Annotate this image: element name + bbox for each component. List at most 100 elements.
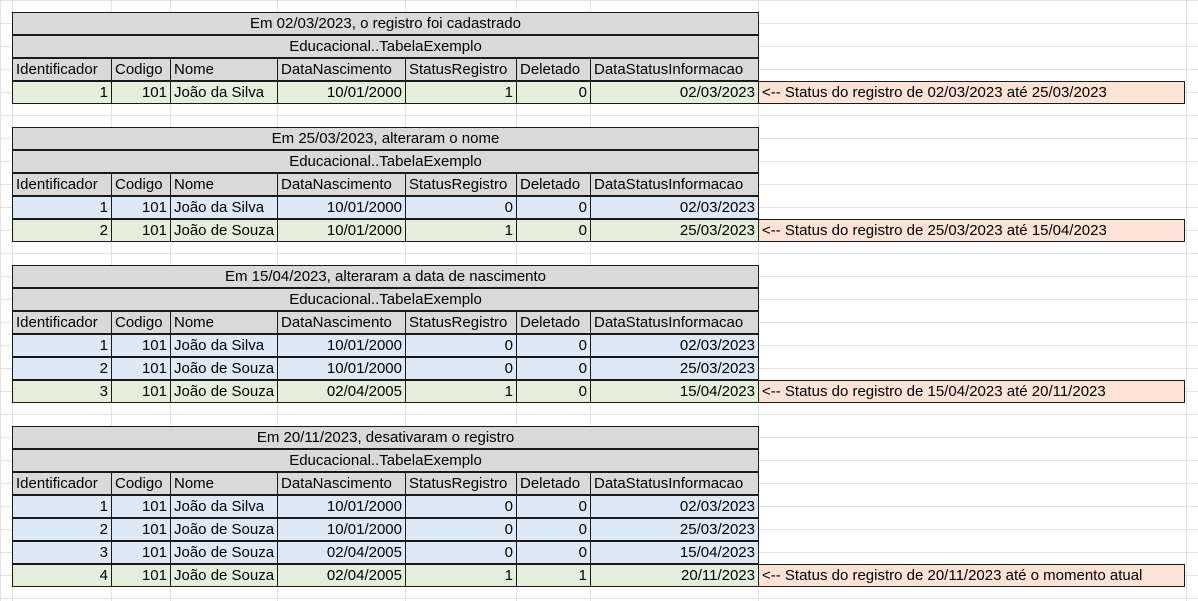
column-header-nome[interactable]: Nome <box>170 58 278 81</box>
column-header-status-registro[interactable]: StatusRegistro <box>405 311 517 334</box>
column-header-nome[interactable]: Nome <box>170 173 278 196</box>
column-header-identificador[interactable]: Identificador <box>12 58 112 81</box>
column-header-identificador[interactable]: Identificador <box>12 311 112 334</box>
table-title[interactable]: Em 25/03/2023, alteraram o nome <box>12 127 759 150</box>
column-header-deletado[interactable]: Deletado <box>516 173 591 196</box>
status-note[interactable]: <-- Status do registro de 20/11/2023 até… <box>758 564 1185 587</box>
cell-deletado[interactable]: 0 <box>516 495 591 518</box>
cell-data-nascimento[interactable]: 10/01/2000 <box>277 357 406 380</box>
cell-data-nascimento[interactable]: 10/01/2000 <box>277 334 406 357</box>
cell-nome[interactable]: João da Silva <box>170 81 278 104</box>
cell-identificador[interactable]: 2 <box>12 219 112 242</box>
cell-status-registro[interactable]: 0 <box>405 518 517 541</box>
column-header-deletado[interactable]: Deletado <box>516 311 591 334</box>
cell-data-status-informacao[interactable]: 20/11/2023 <box>590 564 759 587</box>
cell-identificador[interactable]: 3 <box>12 541 112 564</box>
column-header-deletado[interactable]: Deletado <box>516 472 591 495</box>
table-title[interactable]: Em 02/03/2023, o registro foi cadastrado <box>12 12 759 35</box>
cell-nome[interactable]: João da Silva <box>170 196 278 219</box>
cell-data-status-informacao[interactable]: 25/03/2023 <box>590 357 759 380</box>
cell-data-nascimento[interactable]: 10/01/2000 <box>277 81 406 104</box>
cell-codigo[interactable]: 101 <box>111 518 171 541</box>
column-header-codigo[interactable]: Codigo <box>111 311 171 334</box>
table-name[interactable]: Educacional..TabelaExemplo <box>12 35 759 58</box>
cell-codigo[interactable]: 101 <box>111 334 171 357</box>
cell-status-registro[interactable]: 1 <box>405 564 517 587</box>
cell-data-status-informacao[interactable]: 15/04/2023 <box>590 380 759 403</box>
cell-data-status-informacao[interactable]: 02/03/2023 <box>590 81 759 104</box>
cell-status-registro[interactable]: 0 <box>405 541 517 564</box>
cell-data-status-informacao[interactable]: 15/04/2023 <box>590 541 759 564</box>
cell-identificador[interactable]: 2 <box>12 518 112 541</box>
cell-data-status-informacao[interactable]: 02/03/2023 <box>590 495 759 518</box>
cell-codigo[interactable]: 101 <box>111 196 171 219</box>
cell-data-status-informacao[interactable]: 02/03/2023 <box>590 196 759 219</box>
cell-nome[interactable]: João de Souza <box>170 357 278 380</box>
column-header-status-registro[interactable]: StatusRegistro <box>405 472 517 495</box>
cell-nome[interactable]: João da Silva <box>170 334 278 357</box>
column-header-data-nascimento[interactable]: DataNascimento <box>277 472 406 495</box>
cell-status-registro[interactable]: 0 <box>405 334 517 357</box>
status-note[interactable]: <-- Status do registro de 02/03/2023 até… <box>758 81 1185 104</box>
column-header-identificador[interactable]: Identificador <box>12 173 112 196</box>
status-note[interactable]: <-- Status do registro de 15/04/2023 até… <box>758 380 1185 403</box>
cell-data-status-informacao[interactable]: 25/03/2023 <box>590 518 759 541</box>
column-header-data-nascimento[interactable]: DataNascimento <box>277 173 406 196</box>
cell-deletado[interactable]: 0 <box>516 196 591 219</box>
cell-data-nascimento[interactable]: 10/01/2000 <box>277 219 406 242</box>
table-title[interactable]: Em 15/04/2023, alteraram a data de nasci… <box>12 265 759 288</box>
cell-identificador[interactable]: 3 <box>12 380 112 403</box>
cell-data-nascimento[interactable]: 02/04/2005 <box>277 541 406 564</box>
cell-identificador[interactable]: 1 <box>12 495 112 518</box>
cell-data-nascimento[interactable]: 10/01/2000 <box>277 495 406 518</box>
cell-identificador[interactable]: 1 <box>12 196 112 219</box>
status-note[interactable]: <-- Status do registro de 25/03/2023 até… <box>758 219 1185 242</box>
cell-codigo[interactable]: 101 <box>111 357 171 380</box>
cell-codigo[interactable]: 101 <box>111 219 171 242</box>
cell-data-status-informacao[interactable]: 25/03/2023 <box>590 219 759 242</box>
cell-status-registro[interactable]: 0 <box>405 495 517 518</box>
cell-data-nascimento[interactable]: 10/01/2000 <box>277 196 406 219</box>
column-header-data-status-informacao[interactable]: DataStatusInformacao <box>590 472 759 495</box>
column-header-nome[interactable]: Nome <box>170 472 278 495</box>
column-header-identificador[interactable]: Identificador <box>12 472 112 495</box>
cell-codigo[interactable]: 101 <box>111 81 171 104</box>
cell-data-nascimento[interactable]: 02/04/2005 <box>277 564 406 587</box>
cell-identificador[interactable]: 1 <box>12 81 112 104</box>
cell-data-nascimento[interactable]: 02/04/2005 <box>277 380 406 403</box>
column-header-data-status-informacao[interactable]: DataStatusInformacao <box>590 311 759 334</box>
cell-nome[interactable]: João da Silva <box>170 495 278 518</box>
cell-data-nascimento[interactable]: 10/01/2000 <box>277 518 406 541</box>
column-header-deletado[interactable]: Deletado <box>516 58 591 81</box>
column-header-status-registro[interactable]: StatusRegistro <box>405 173 517 196</box>
column-header-codigo[interactable]: Codigo <box>111 173 171 196</box>
column-header-codigo[interactable]: Codigo <box>111 58 171 81</box>
cell-deletado[interactable]: 0 <box>516 518 591 541</box>
cell-nome[interactable]: João de Souza <box>170 564 278 587</box>
table-name[interactable]: Educacional..TabelaExemplo <box>12 449 759 472</box>
cell-identificador[interactable]: 2 <box>12 357 112 380</box>
cell-deletado[interactable]: 0 <box>516 81 591 104</box>
column-header-data-status-informacao[interactable]: DataStatusInformacao <box>590 173 759 196</box>
cell-identificador[interactable]: 1 <box>12 334 112 357</box>
cell-deletado[interactable]: 0 <box>516 541 591 564</box>
column-header-nome[interactable]: Nome <box>170 311 278 334</box>
cell-deletado[interactable]: 1 <box>516 564 591 587</box>
cell-status-registro[interactable]: 1 <box>405 81 517 104</box>
cell-nome[interactable]: João de Souza <box>170 518 278 541</box>
cell-codigo[interactable]: 101 <box>111 564 171 587</box>
cell-deletado[interactable]: 0 <box>516 334 591 357</box>
cell-codigo[interactable]: 101 <box>111 380 171 403</box>
cell-status-registro[interactable]: 1 <box>405 219 517 242</box>
cell-nome[interactable]: João de Souza <box>170 541 278 564</box>
column-header-data-nascimento[interactable]: DataNascimento <box>277 311 406 334</box>
cell-deletado[interactable]: 0 <box>516 357 591 380</box>
cell-status-registro[interactable]: 0 <box>405 196 517 219</box>
column-header-data-nascimento[interactable]: DataNascimento <box>277 58 406 81</box>
table-name[interactable]: Educacional..TabelaExemplo <box>12 150 759 173</box>
table-title[interactable]: Em 20/11/2023, desativaram o registro <box>12 426 759 449</box>
cell-identificador[interactable]: 4 <box>12 564 112 587</box>
cell-nome[interactable]: João de Souza <box>170 380 278 403</box>
column-header-codigo[interactable]: Codigo <box>111 472 171 495</box>
table-name[interactable]: Educacional..TabelaExemplo <box>12 288 759 311</box>
